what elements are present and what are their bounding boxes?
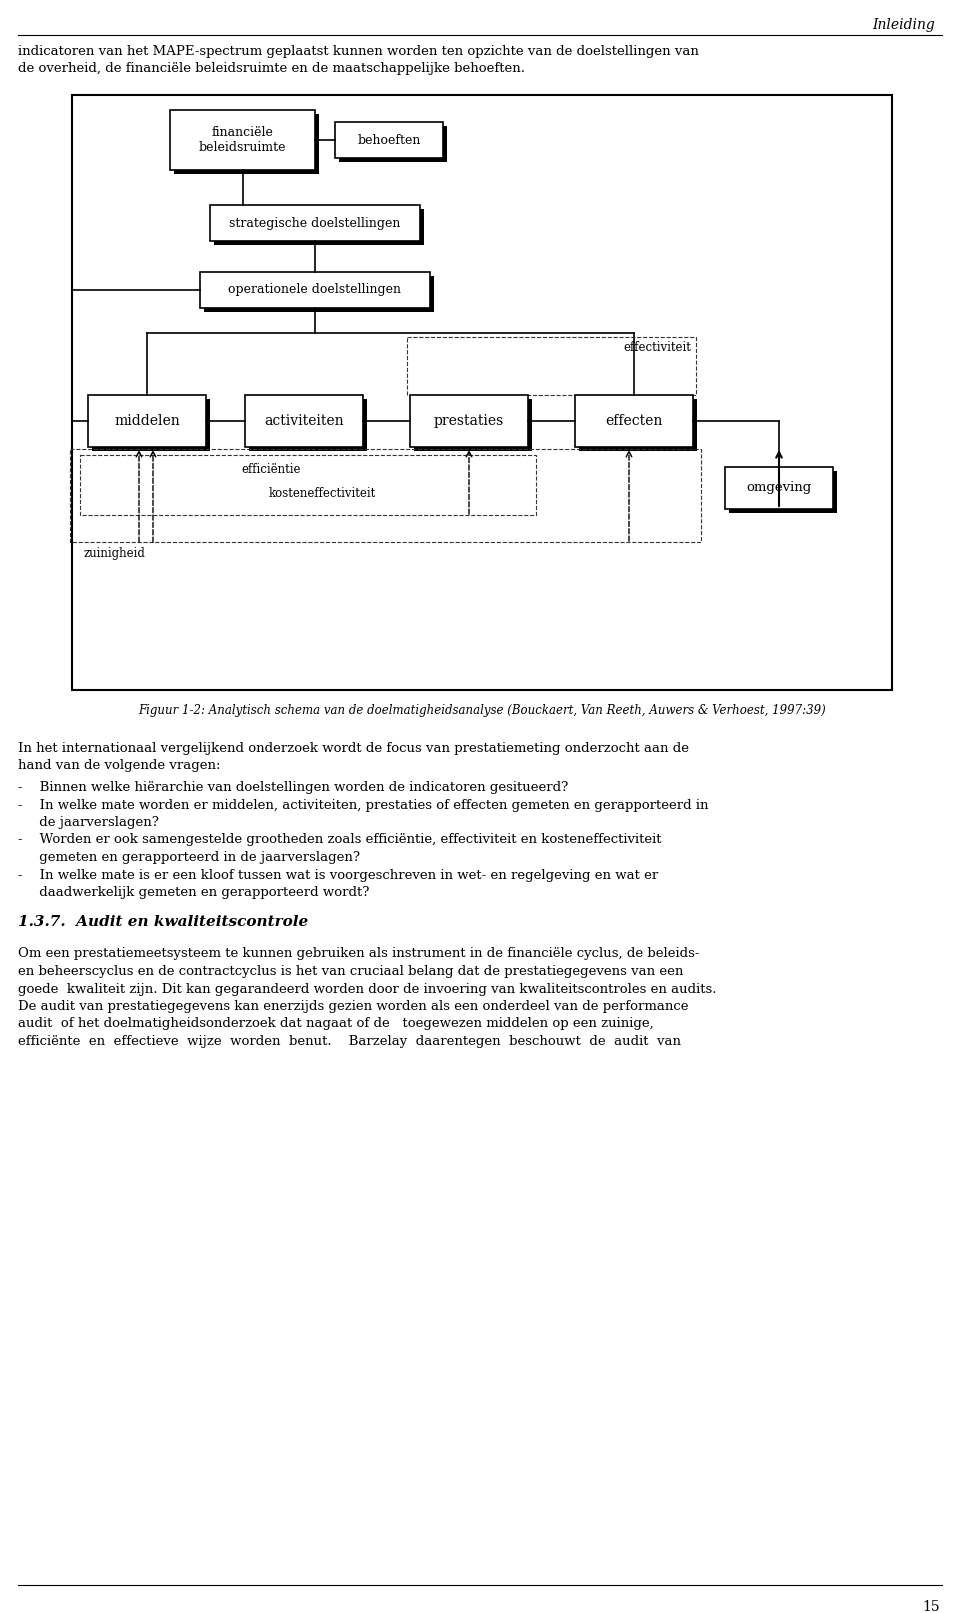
Text: strategische doelstellingen: strategische doelstellingen — [229, 216, 400, 229]
Bar — [579, 398, 697, 452]
Bar — [414, 398, 532, 452]
Text: 15: 15 — [923, 1600, 940, 1613]
Text: In het internationaal vergelijkend onderzoek wordt de focus van prestatiemeting : In het internationaal vergelijkend onder… — [18, 742, 689, 755]
Bar — [210, 205, 420, 240]
Bar — [335, 123, 443, 158]
Bar — [245, 395, 363, 447]
Text: activiteiten: activiteiten — [264, 415, 344, 427]
Text: -    In welke mate worden er middelen, activiteiten, prestaties of effecten geme: - In welke mate worden er middelen, acti… — [18, 798, 708, 811]
Text: -    Binnen welke hiërarchie van doelstellingen worden de indicatoren gesitueerd: - Binnen welke hiërarchie van doelstelli… — [18, 781, 568, 794]
Text: omgeving: omgeving — [746, 482, 811, 495]
Bar — [575, 395, 693, 447]
Text: gemeten en gerapporteerd in de jaarverslagen?: gemeten en gerapporteerd in de jaarversl… — [18, 852, 360, 865]
Text: de overheid, de financiële beleidsruimte en de maatschappelijke behoeften.: de overheid, de financiële beleidsruimte… — [18, 61, 525, 74]
Text: operationele doelstellingen: operationele doelstellingen — [228, 284, 401, 297]
Text: effecten: effecten — [606, 415, 662, 427]
Bar — [214, 210, 424, 245]
Text: goede  kwaliteit zijn. Dit kan gegarandeerd worden door de invoering van kwalite: goede kwaliteit zijn. Dit kan gegarandee… — [18, 982, 716, 995]
Text: 1.3.7.  Audit en kwaliteitscontrole: 1.3.7. Audit en kwaliteitscontrole — [18, 916, 308, 929]
Text: efficiënte  en  effectieve  wijze  worden  benut.    Barzelay  daarentegen  besc: efficiënte en effectieve wijze worden be… — [18, 1036, 681, 1048]
Text: zuinigheid: zuinigheid — [84, 547, 146, 560]
Bar — [407, 337, 696, 395]
Text: hand van de volgende vragen:: hand van de volgende vragen: — [18, 760, 221, 773]
Text: financiële
beleidsruimte: financiële beleidsruimte — [199, 126, 286, 153]
Text: de jaarverslagen?: de jaarverslagen? — [18, 816, 158, 829]
Bar — [170, 110, 315, 169]
Text: audit  of het doelmatigheidsonderzoek dat nagaat of de   toegewezen middelen op : audit of het doelmatigheidsonderzoek dat… — [18, 1018, 654, 1031]
Text: Om een prestatiemeetsysteem te kunnen gebruiken als instrument in de financiële : Om een prestatiemeetsysteem te kunnen ge… — [18, 947, 700, 960]
Text: prestaties: prestaties — [434, 415, 504, 427]
Text: efficiëntie: efficiëntie — [242, 463, 301, 476]
Text: behoeften: behoeften — [357, 134, 420, 147]
Text: daadwerkelijk gemeten en gerapporteerd wordt?: daadwerkelijk gemeten en gerapporteerd w… — [18, 886, 370, 898]
Text: De audit van prestatiegegevens kan enerzijds gezien worden als een onderdeel van: De audit van prestatiegegevens kan enerz… — [18, 1000, 688, 1013]
Bar — [70, 448, 701, 542]
Bar — [72, 95, 892, 690]
Bar — [249, 398, 367, 452]
Bar — [204, 276, 434, 311]
Text: en beheerscyclus en de contractcyclus is het van cruciaal belang dat de prestati: en beheerscyclus en de contractcyclus is… — [18, 965, 684, 977]
Text: kosteneffectiviteit: kosteneffectiviteit — [269, 487, 376, 500]
Bar — [410, 395, 528, 447]
Bar — [88, 395, 206, 447]
Bar — [92, 398, 210, 452]
Bar — [80, 455, 536, 515]
Bar — [339, 126, 447, 161]
Bar — [725, 468, 833, 510]
Bar — [729, 471, 837, 513]
Text: Figuur 1-2: Analytisch schema van de doelmatigheidsanalyse (Bouckaert, Van Reeth: Figuur 1-2: Analytisch schema van de doe… — [138, 703, 826, 718]
Text: -    Worden er ook samengestelde grootheden zoals efficiëntie, effectiviteit en : - Worden er ook samengestelde grootheden… — [18, 834, 661, 847]
Text: middelen: middelen — [114, 415, 180, 427]
Text: indicatoren van het MAPE-spectrum geplaatst kunnen worden ten opzichte van de do: indicatoren van het MAPE-spectrum geplaa… — [18, 45, 699, 58]
Bar — [200, 273, 430, 308]
Text: effectiviteit: effectiviteit — [623, 340, 691, 353]
Bar — [174, 115, 319, 174]
Text: Inleiding: Inleiding — [873, 18, 935, 32]
Text: -    In welke mate is er een kloof tussen wat is voorgeschreven in wet- en regel: - In welke mate is er een kloof tussen w… — [18, 868, 659, 881]
